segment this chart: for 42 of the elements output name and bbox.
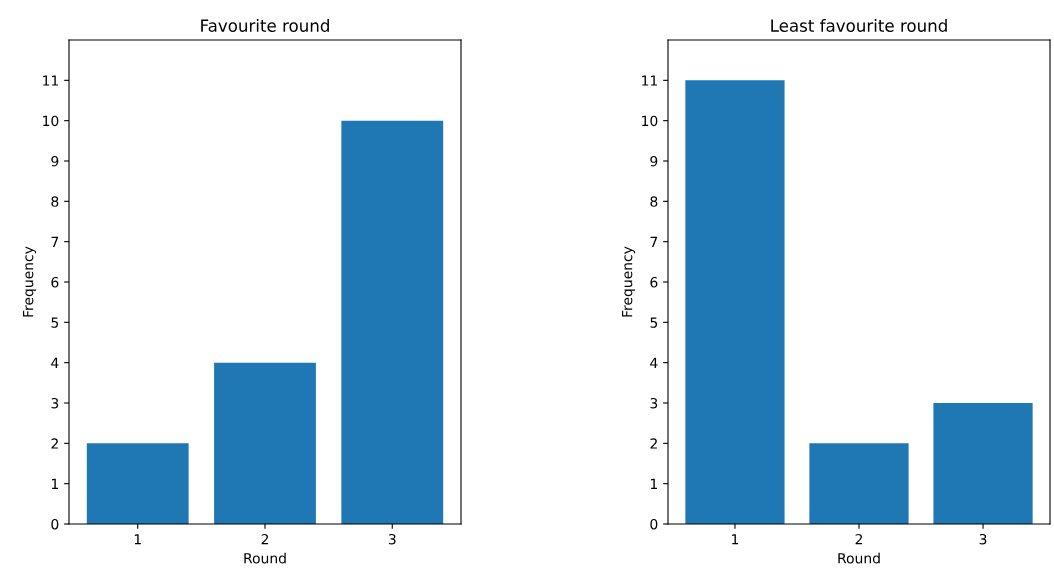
- x-tick-label: 1: [732, 534, 739, 545]
- x-axis-title: Round: [244, 552, 286, 564]
- chart-title: Favourite round: [201, 19, 329, 32]
- y-tick-label: 2: [51, 438, 58, 449]
- bar: [933, 403, 1033, 524]
- y-axis-title: Frequency: [23, 246, 37, 317]
- y-tick-label: 11: [642, 75, 657, 86]
- y-tick-label: 5: [650, 317, 658, 328]
- y-tick-label: 9: [650, 155, 658, 167]
- y-tick-label: 0: [650, 518, 658, 530]
- chart-title: Least favourite round: [771, 19, 947, 32]
- y-tick-label: 5: [51, 317, 59, 328]
- y-tick-label: 8: [650, 196, 658, 207]
- y-tick-label: 3: [650, 397, 658, 409]
- y-tick-label: 4: [51, 357, 59, 368]
- bar: [809, 443, 909, 524]
- y-tick-label: 6: [650, 276, 658, 288]
- x-tick-label: 2: [855, 533, 863, 545]
- bar: [214, 362, 316, 524]
- y-tick-label: 8: [51, 196, 59, 207]
- x-tick-label: 2: [261, 533, 269, 545]
- y-tick-label: 10: [43, 115, 59, 127]
- x-axis-title: Round: [838, 552, 880, 564]
- y-axis-title: Frequency: [622, 246, 636, 317]
- x-tick-label: 3: [979, 533, 987, 545]
- y-tick-label: 0: [51, 518, 59, 530]
- y-tick-label: 7: [51, 236, 59, 247]
- bar: [685, 80, 785, 524]
- x-tick-label: 1: [134, 534, 141, 545]
- y-tick-label: 7: [650, 236, 658, 247]
- y-tick-label: 2: [650, 438, 657, 449]
- bar: [86, 443, 189, 524]
- y-tick-label: 1: [650, 478, 657, 489]
- y-tick-label: 11: [43, 75, 58, 86]
- y-tick-label: 6: [51, 276, 59, 288]
- y-tick-label: 4: [650, 357, 658, 368]
- y-tick-label: 10: [642, 115, 658, 127]
- bar: [341, 120, 444, 524]
- y-tick-label: 1: [51, 478, 58, 489]
- y-tick-label: 9: [51, 155, 59, 167]
- x-tick-label: 3: [388, 533, 396, 545]
- y-tick-label: 3: [51, 397, 59, 409]
